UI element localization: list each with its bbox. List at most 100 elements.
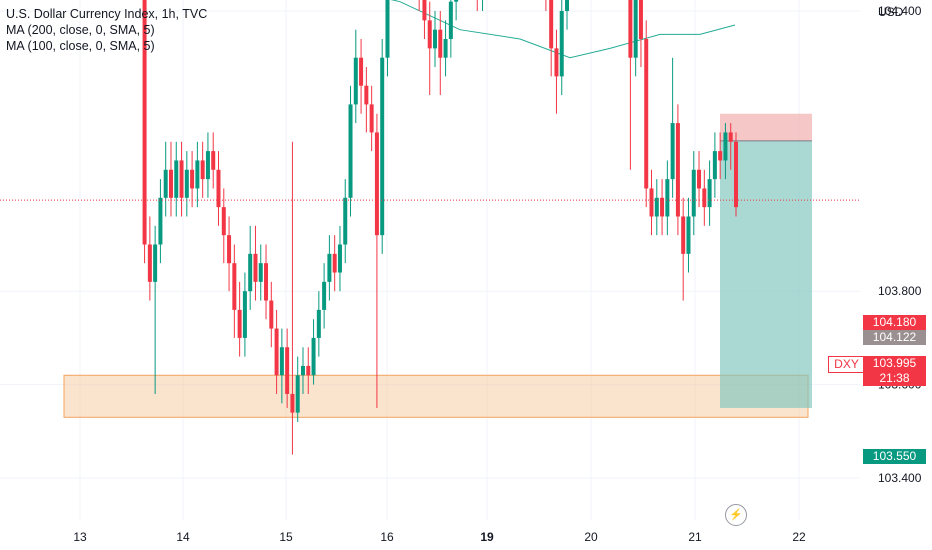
candle-body xyxy=(559,11,564,77)
currency-label[interactable]: USD xyxy=(878,5,904,19)
entry-tag: 104.122 xyxy=(863,330,926,345)
candle-body xyxy=(232,263,237,310)
candle-body xyxy=(448,1,453,40)
candle-body xyxy=(675,123,680,217)
current-price-tag: 103.995 21:38 xyxy=(863,356,926,386)
candle-body xyxy=(216,169,221,208)
candle-body xyxy=(702,188,707,208)
candle-body xyxy=(565,0,570,11)
ma100-legend[interactable]: MA (100, close, 0, SMA, 5) xyxy=(6,39,155,53)
stop-loss-area xyxy=(720,113,812,141)
candle-body xyxy=(174,160,179,198)
candle-body xyxy=(665,179,670,217)
chart-legend: U.S. Dollar Currency Index, 1h, TVC MA (… xyxy=(6,6,207,54)
candle-body xyxy=(348,104,353,198)
candle-body xyxy=(227,235,232,264)
y-tick-label: 103.800 xyxy=(878,284,922,298)
candle-body xyxy=(332,253,337,273)
candle-body xyxy=(712,151,717,180)
take-profit-area xyxy=(720,140,812,408)
x-tick-label: 20 xyxy=(584,530,598,544)
target-bottom-tag: 103.550 xyxy=(863,449,926,464)
grid-lines xyxy=(0,0,860,520)
candle-body xyxy=(654,197,659,217)
candle-body xyxy=(205,151,210,180)
candle-body xyxy=(195,160,200,189)
moving-averages xyxy=(390,0,736,59)
candle-body xyxy=(237,309,242,338)
x-tick-label: 19 xyxy=(480,530,494,544)
candle-body xyxy=(300,365,305,376)
candle-body xyxy=(433,29,438,49)
candle-body xyxy=(660,197,665,217)
symbol-tag: DXY xyxy=(828,356,865,373)
candle-body xyxy=(454,0,459,2)
candle-body xyxy=(327,253,332,282)
candle-body xyxy=(295,375,300,413)
candle-body xyxy=(734,141,738,208)
candle-body xyxy=(369,104,374,133)
candle-body xyxy=(549,0,554,49)
x-tick-label: 14 xyxy=(176,530,190,544)
candle-body xyxy=(200,160,205,180)
candle-body xyxy=(242,291,247,338)
x-tick-label: 22 xyxy=(792,530,806,544)
candle-body xyxy=(163,169,168,198)
candle-body xyxy=(285,347,290,394)
candle-body xyxy=(158,197,163,245)
candle-body xyxy=(190,169,195,189)
candle-body xyxy=(380,57,385,236)
candle-body xyxy=(168,169,173,198)
candle-body xyxy=(359,57,364,86)
candle-body xyxy=(253,253,258,282)
candle-body xyxy=(438,29,443,58)
lightning-icon[interactable]: ⚡ xyxy=(725,504,747,526)
candle-body xyxy=(374,132,379,236)
candle-body xyxy=(681,216,686,254)
candle-body xyxy=(718,151,723,161)
support-resistance-zones xyxy=(63,374,809,418)
candle-body xyxy=(322,281,327,310)
candle-body xyxy=(728,132,733,142)
ma100-line xyxy=(390,0,736,59)
symbol-title[interactable]: U.S. Dollar Currency Index, 1h, TVC xyxy=(6,7,208,21)
candle-body xyxy=(142,0,147,245)
target-top-tag: 104.180 xyxy=(863,315,926,330)
candle-body xyxy=(306,365,311,376)
support-zone xyxy=(63,374,809,418)
short-position-tool[interactable] xyxy=(720,113,812,408)
y-tick-label: 104.400 xyxy=(878,4,922,18)
candle-body xyxy=(385,0,390,58)
candle-body xyxy=(644,39,649,189)
x-tick-label: 16 xyxy=(380,530,394,544)
time-axis[interactable]: 13 14 15 16 19 20 21 22 xyxy=(73,530,806,544)
x-tick-label: 21 xyxy=(688,530,702,544)
y-tick-label: 103.400 xyxy=(878,471,922,485)
candle-body xyxy=(147,244,152,282)
candle-body xyxy=(686,216,691,254)
candle-body xyxy=(353,57,358,105)
candle-body xyxy=(638,0,643,40)
candle-body xyxy=(258,263,263,282)
candle-body xyxy=(316,309,321,338)
ma200-legend[interactable]: MA (200, close, 0, SMA, 5) xyxy=(6,23,155,37)
candle-body xyxy=(707,179,712,208)
x-tick-label: 15 xyxy=(279,530,293,544)
candle-body xyxy=(311,337,316,376)
x-tick-label: 13 xyxy=(73,530,87,544)
candle-body xyxy=(422,0,427,21)
candle-body xyxy=(264,263,269,301)
candle-body xyxy=(691,169,696,217)
candle-body xyxy=(697,169,702,189)
price-axis[interactable]: 105.600105.400105.200105.000104.800104.6… xyxy=(878,0,922,485)
candle-body xyxy=(343,197,348,245)
current-price-value: 103.995 xyxy=(872,356,917,370)
countdown-value: 21:38 xyxy=(879,371,910,385)
candlesticks xyxy=(142,0,738,455)
candle-body xyxy=(179,160,184,198)
candle-body xyxy=(248,253,253,292)
candle-body xyxy=(649,188,654,217)
candle-body xyxy=(628,0,633,58)
candle-body xyxy=(554,48,559,77)
